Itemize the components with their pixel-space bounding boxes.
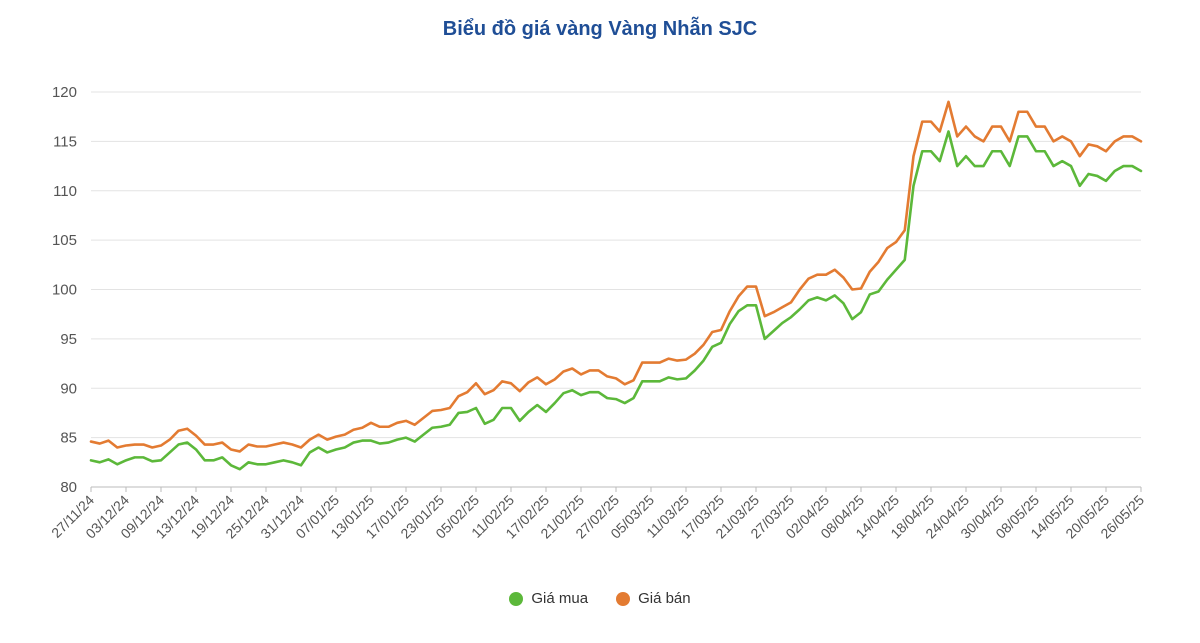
series-line-buy	[89, 130, 1143, 471]
legend-label-sell: Giá bán	[638, 590, 691, 607]
legend-item-buy[interactable]: Giá mua	[509, 590, 588, 607]
y-tick-label: 80	[60, 479, 77, 496]
legend-label-buy: Giá mua	[531, 590, 589, 607]
y-tick-label: 90	[60, 380, 77, 397]
legend: Giá mua Giá bán	[0, 590, 1200, 607]
y-tick-label: 100	[52, 282, 77, 299]
y-tick-label: 85	[60, 430, 77, 447]
y-tick-label: 95	[60, 331, 77, 348]
legend-marker-sell	[616, 591, 631, 606]
y-tick-label: 110	[53, 183, 77, 200]
chart-title: Biểu đồ giá vàng Vàng Nhẫn SJC	[442, 18, 758, 40]
y-tick-label: 105	[52, 232, 77, 249]
legend-marker-buy	[509, 591, 524, 606]
series-line-sell	[89, 100, 1143, 453]
y-tick-label: 115	[53, 133, 77, 150]
legend-item-sell[interactable]: Giá bán	[616, 590, 691, 607]
y-tick-label: 120	[52, 84, 77, 101]
